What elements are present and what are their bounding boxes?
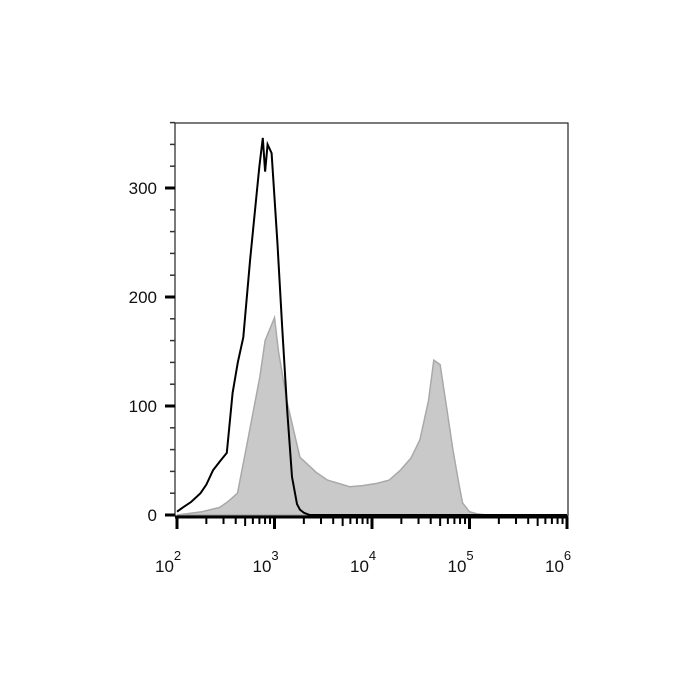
plot-frame bbox=[174, 122, 569, 517]
plot-area bbox=[174, 122, 569, 517]
x-tick-base: 10 bbox=[545, 557, 564, 576]
x-tick-label: 103 bbox=[253, 548, 279, 576]
x-tick-base: 10 bbox=[155, 557, 174, 576]
x-tick-label: 106 bbox=[545, 548, 571, 576]
x-tick-base: 10 bbox=[350, 557, 369, 576]
y-tick-label: 200 bbox=[129, 288, 157, 307]
x-tick-exponent: 6 bbox=[564, 548, 571, 563]
x-tick-label: 102 bbox=[155, 548, 181, 576]
x-tick-exponent: 3 bbox=[271, 548, 278, 563]
series-stained-fill bbox=[176, 314, 567, 516]
x-tick-base: 10 bbox=[253, 557, 272, 576]
series-control-line bbox=[176, 137, 567, 516]
y-tick-label: 0 bbox=[148, 506, 157, 525]
x-tick-exponent: 4 bbox=[369, 548, 376, 563]
x-tick-exponent: 2 bbox=[174, 548, 181, 563]
y-axis: 0 100 200 300 bbox=[129, 121, 175, 525]
y-tick-label: 100 bbox=[129, 397, 157, 416]
y-tick-label: 300 bbox=[129, 179, 157, 198]
x-tick-label: 105 bbox=[448, 548, 474, 576]
x-tick-exponent: 5 bbox=[466, 548, 473, 563]
x-tick-label: 104 bbox=[350, 548, 376, 576]
x-tick-base: 10 bbox=[448, 557, 467, 576]
